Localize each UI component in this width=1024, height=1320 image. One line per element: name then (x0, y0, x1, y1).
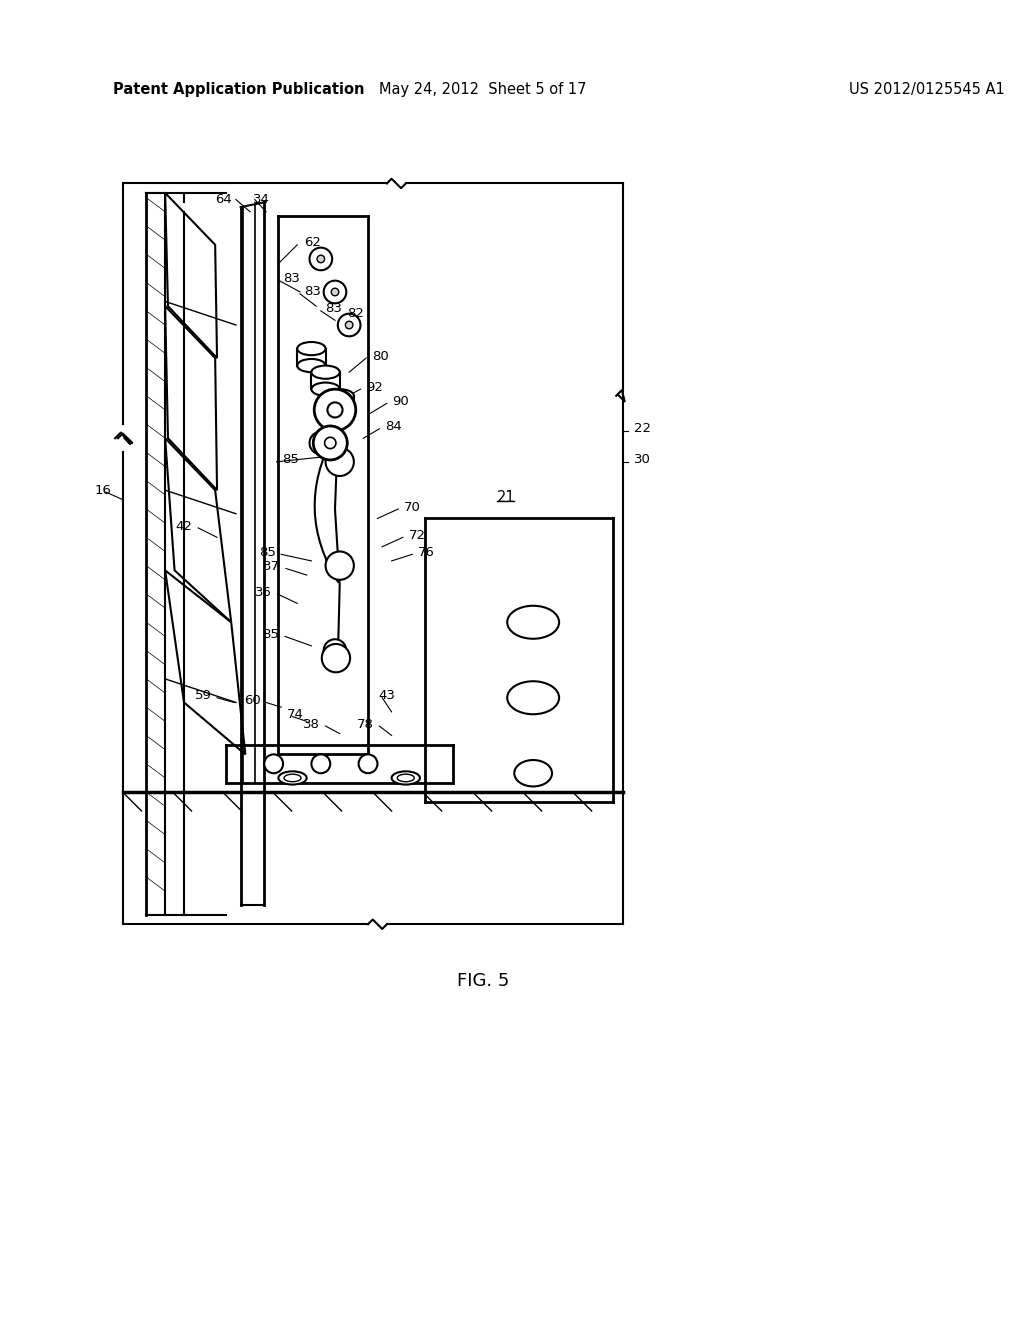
Text: 42: 42 (176, 520, 193, 532)
Text: 82: 82 (347, 308, 365, 321)
Circle shape (309, 432, 332, 454)
Text: 21: 21 (498, 490, 516, 506)
Text: 90: 90 (392, 395, 410, 408)
Text: 83: 83 (326, 302, 342, 315)
Ellipse shape (507, 681, 559, 714)
Circle shape (324, 281, 346, 304)
Circle shape (322, 644, 350, 672)
Text: 34: 34 (253, 193, 270, 206)
Text: 85: 85 (262, 628, 280, 642)
Text: 16: 16 (94, 483, 112, 496)
Text: 92: 92 (367, 380, 383, 393)
Circle shape (331, 647, 339, 655)
Text: 22: 22 (634, 422, 651, 436)
Text: 76: 76 (418, 546, 435, 558)
Text: 74: 74 (287, 709, 304, 721)
Text: 78: 78 (356, 718, 374, 731)
Text: 59: 59 (195, 689, 211, 702)
Text: 80: 80 (372, 350, 388, 363)
Text: 62: 62 (304, 236, 321, 249)
Text: Patent Application Publication: Patent Application Publication (114, 82, 365, 96)
Ellipse shape (391, 771, 420, 784)
Text: 72: 72 (409, 529, 426, 543)
Text: 70: 70 (403, 500, 421, 513)
Ellipse shape (284, 775, 301, 781)
Circle shape (314, 389, 355, 430)
Circle shape (326, 447, 354, 477)
Circle shape (338, 314, 360, 337)
Text: US 2012/0125545 A1: US 2012/0125545 A1 (849, 82, 1005, 96)
Text: 43: 43 (379, 689, 395, 702)
Circle shape (325, 437, 336, 449)
Text: 64: 64 (215, 193, 232, 206)
Circle shape (324, 639, 346, 661)
Circle shape (309, 248, 332, 271)
Ellipse shape (311, 366, 340, 379)
Circle shape (317, 440, 325, 446)
Text: 85: 85 (259, 546, 275, 558)
Ellipse shape (326, 389, 354, 403)
Circle shape (313, 426, 347, 459)
Circle shape (317, 255, 325, 263)
Circle shape (326, 552, 354, 579)
Ellipse shape (279, 771, 306, 784)
Circle shape (345, 321, 353, 329)
Text: May 24, 2012  Sheet 5 of 17: May 24, 2012 Sheet 5 of 17 (380, 82, 587, 96)
Circle shape (331, 288, 339, 296)
Ellipse shape (297, 359, 326, 372)
Ellipse shape (514, 760, 552, 787)
Text: 84: 84 (385, 421, 401, 433)
Text: 30: 30 (634, 454, 651, 466)
Text: FIG. 5: FIG. 5 (457, 972, 509, 990)
Circle shape (358, 754, 378, 774)
Circle shape (264, 754, 283, 774)
Ellipse shape (297, 342, 326, 355)
Text: 38: 38 (303, 718, 319, 731)
Text: 85: 85 (283, 454, 299, 466)
Ellipse shape (507, 606, 559, 639)
Text: 83: 83 (283, 272, 300, 285)
Text: 60: 60 (244, 694, 260, 708)
Text: 36: 36 (255, 586, 271, 598)
Text: 37: 37 (263, 560, 281, 573)
Circle shape (311, 754, 331, 774)
Text: 83: 83 (304, 285, 321, 298)
Ellipse shape (311, 383, 340, 396)
Ellipse shape (397, 775, 415, 781)
Ellipse shape (326, 407, 354, 420)
Circle shape (328, 403, 343, 417)
